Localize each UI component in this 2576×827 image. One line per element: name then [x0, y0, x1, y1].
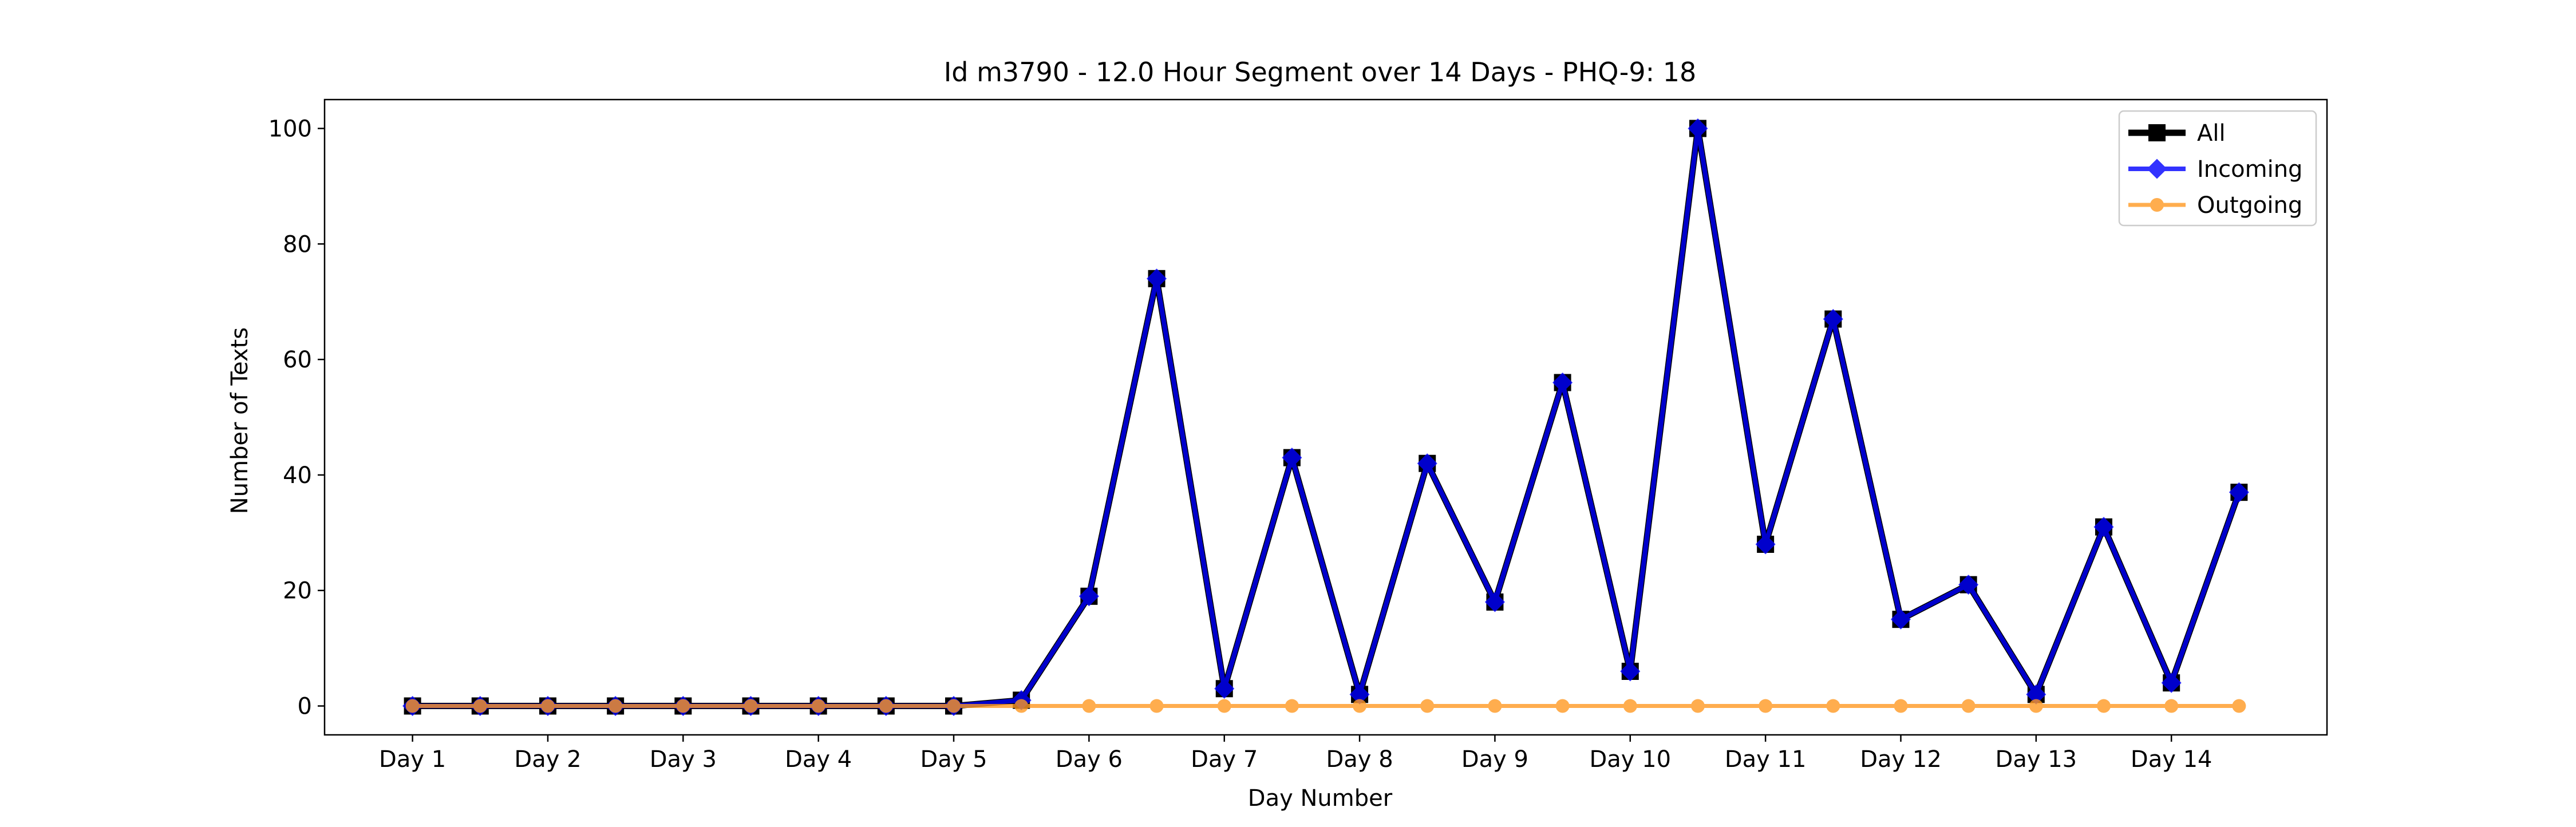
- y-tick-label: 40: [283, 462, 312, 489]
- y-axis-label: Number of Texts: [227, 327, 253, 514]
- data-point-outgoing: [1420, 699, 1434, 713]
- x-tick-label: Day 3: [650, 746, 717, 773]
- data-point-outgoing: [2232, 699, 2246, 713]
- data-point-outgoing: [1285, 699, 1299, 713]
- x-tick-label: Day 2: [514, 746, 581, 773]
- data-point-outgoing: [744, 699, 758, 713]
- data-point-outgoing: [2029, 699, 2043, 713]
- data-point-outgoing: [541, 699, 555, 713]
- data-point-outgoing: [2097, 699, 2111, 713]
- legend-marker: [2150, 198, 2164, 212]
- x-tick-label: Day 1: [379, 746, 446, 773]
- legend-marker: [2148, 124, 2166, 141]
- legend-label: Outgoing: [2197, 192, 2302, 219]
- x-tick-label: Day 10: [1589, 746, 1671, 773]
- data-point-outgoing: [1082, 699, 1096, 713]
- series-group-incoming: [402, 118, 2249, 716]
- data-point-outgoing: [1014, 699, 1028, 713]
- data-point-outgoing: [947, 699, 961, 713]
- data-point-outgoing: [1556, 699, 1570, 713]
- data-point-outgoing: [1488, 699, 1502, 713]
- data-point-outgoing: [1962, 699, 1976, 713]
- series-line-all: [413, 128, 2239, 706]
- data-point-outgoing: [1623, 699, 1637, 713]
- series-group-outgoing: [406, 699, 2246, 713]
- y-tick-label: 0: [298, 694, 312, 720]
- data-point-outgoing: [1150, 699, 1164, 713]
- x-tick-label: Day 13: [1996, 746, 2077, 773]
- data-point-outgoing: [812, 699, 825, 713]
- x-axis-label: Day Number: [1248, 785, 1393, 812]
- x-tick-label: Day 14: [2131, 746, 2212, 773]
- data-point-outgoing: [609, 699, 622, 713]
- data-point-outgoing: [676, 699, 690, 713]
- x-tick-label: Day 11: [1725, 746, 1807, 773]
- data-point-outgoing: [2164, 699, 2178, 713]
- y-tick-label: 60: [283, 347, 312, 373]
- data-point-outgoing: [1353, 699, 1366, 713]
- data-point-outgoing: [1218, 699, 1231, 713]
- x-tick-label: Day 12: [1860, 746, 1942, 773]
- data-point-outgoing: [1826, 699, 1840, 713]
- data-point-outgoing: [879, 699, 893, 713]
- x-tick-label: Day 6: [1056, 746, 1123, 773]
- x-tick-label: Day 9: [1461, 746, 1528, 773]
- y-tick-label: 80: [283, 231, 312, 258]
- legend-label: All: [2197, 120, 2226, 147]
- legend-label: Incoming: [2197, 156, 2302, 183]
- x-tick-label: Day 7: [1191, 746, 1258, 773]
- series-group-all: [404, 120, 2248, 714]
- y-tick-label: 100: [268, 116, 312, 142]
- data-point-outgoing: [406, 699, 420, 713]
- plot-frame: [325, 100, 2327, 735]
- data-point-outgoing: [473, 699, 487, 713]
- data-point-outgoing: [1691, 699, 1705, 713]
- series-line-incoming: [413, 128, 2239, 706]
- chart-title: Id m3790 - 12.0 Hour Segment over 14 Day…: [944, 57, 1697, 88]
- x-tick-label: Day 5: [920, 746, 987, 773]
- y-tick-label: 20: [283, 578, 312, 604]
- data-point-outgoing: [1894, 699, 1907, 713]
- data-point-outgoing: [1759, 699, 1772, 713]
- x-tick-label: Day 4: [785, 746, 852, 773]
- x-tick-label: Day 8: [1326, 746, 1393, 773]
